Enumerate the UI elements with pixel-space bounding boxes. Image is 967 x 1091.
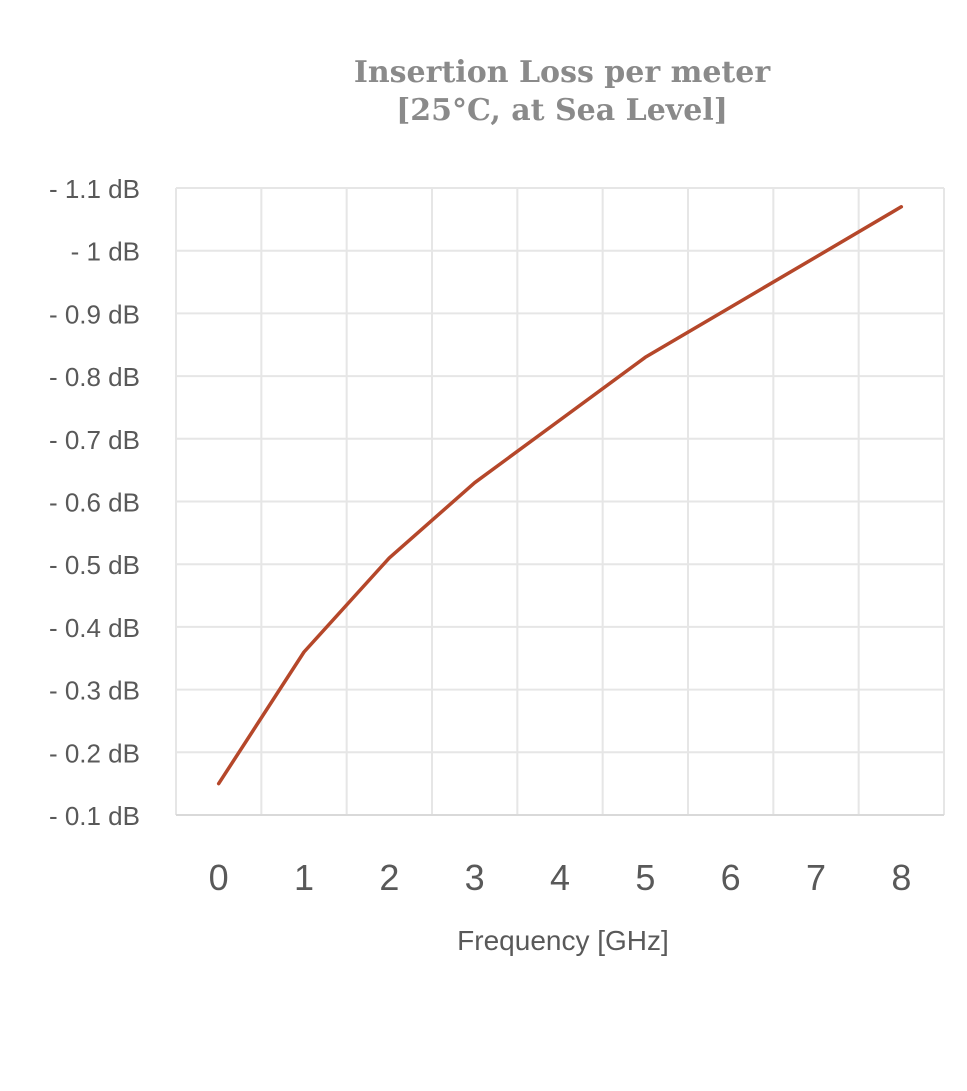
x-tick-label: 6 [721, 857, 741, 898]
y-tick-label: - 0.1 dB [49, 801, 140, 831]
data-point [644, 356, 646, 358]
x-tick-label: 4 [550, 857, 570, 898]
x-axis-title: Frequency [GHz] [457, 925, 669, 956]
y-tick-label: - 0.4 dB [49, 613, 140, 643]
y-tick-label: - 0.9 dB [49, 299, 140, 329]
data-point [474, 482, 476, 484]
y-tick-label: - 0.8 dB [49, 362, 140, 392]
series-line [216, 205, 904, 786]
x-tick-label: 1 [294, 857, 314, 898]
chart-title-line-2: [25°C, at Sea Level] [396, 93, 728, 128]
y-tick-label: - 0.3 dB [49, 676, 140, 706]
x-tick-label: 3 [465, 857, 485, 898]
x-tick-label: 2 [379, 857, 399, 898]
x-tick-label: 8 [891, 857, 911, 898]
data-point [730, 306, 732, 308]
y-tick-label: - 1 dB [71, 237, 140, 267]
data-point [815, 256, 817, 258]
data-point [388, 557, 390, 559]
y-tick-label: - 0.5 dB [49, 550, 140, 580]
grid-layer [175, 187, 945, 815]
data-point [218, 783, 220, 785]
y-tick-label: - 0.7 dB [49, 425, 140, 455]
label-layer: - 0.1 dB - 0.2 dB - 0.3 dB - 0.4 dB - 0.5 dB… [49, 174, 911, 956]
y-tick-label: - 1.1 dB [49, 174, 140, 204]
y-tick-label: - 0.6 dB [49, 488, 140, 518]
x-tick-label: 0 [209, 857, 229, 898]
chart-title-line-1: Insertion Loss per meter [353, 55, 771, 90]
series-layer [216, 205, 904, 786]
data-point [900, 206, 902, 208]
y-tick-label: - 0.2 dB [49, 738, 140, 768]
x-tick-label: 7 [806, 857, 826, 898]
data-point [303, 651, 305, 653]
data-point [559, 419, 561, 421]
x-tick-label: 5 [635, 857, 655, 898]
